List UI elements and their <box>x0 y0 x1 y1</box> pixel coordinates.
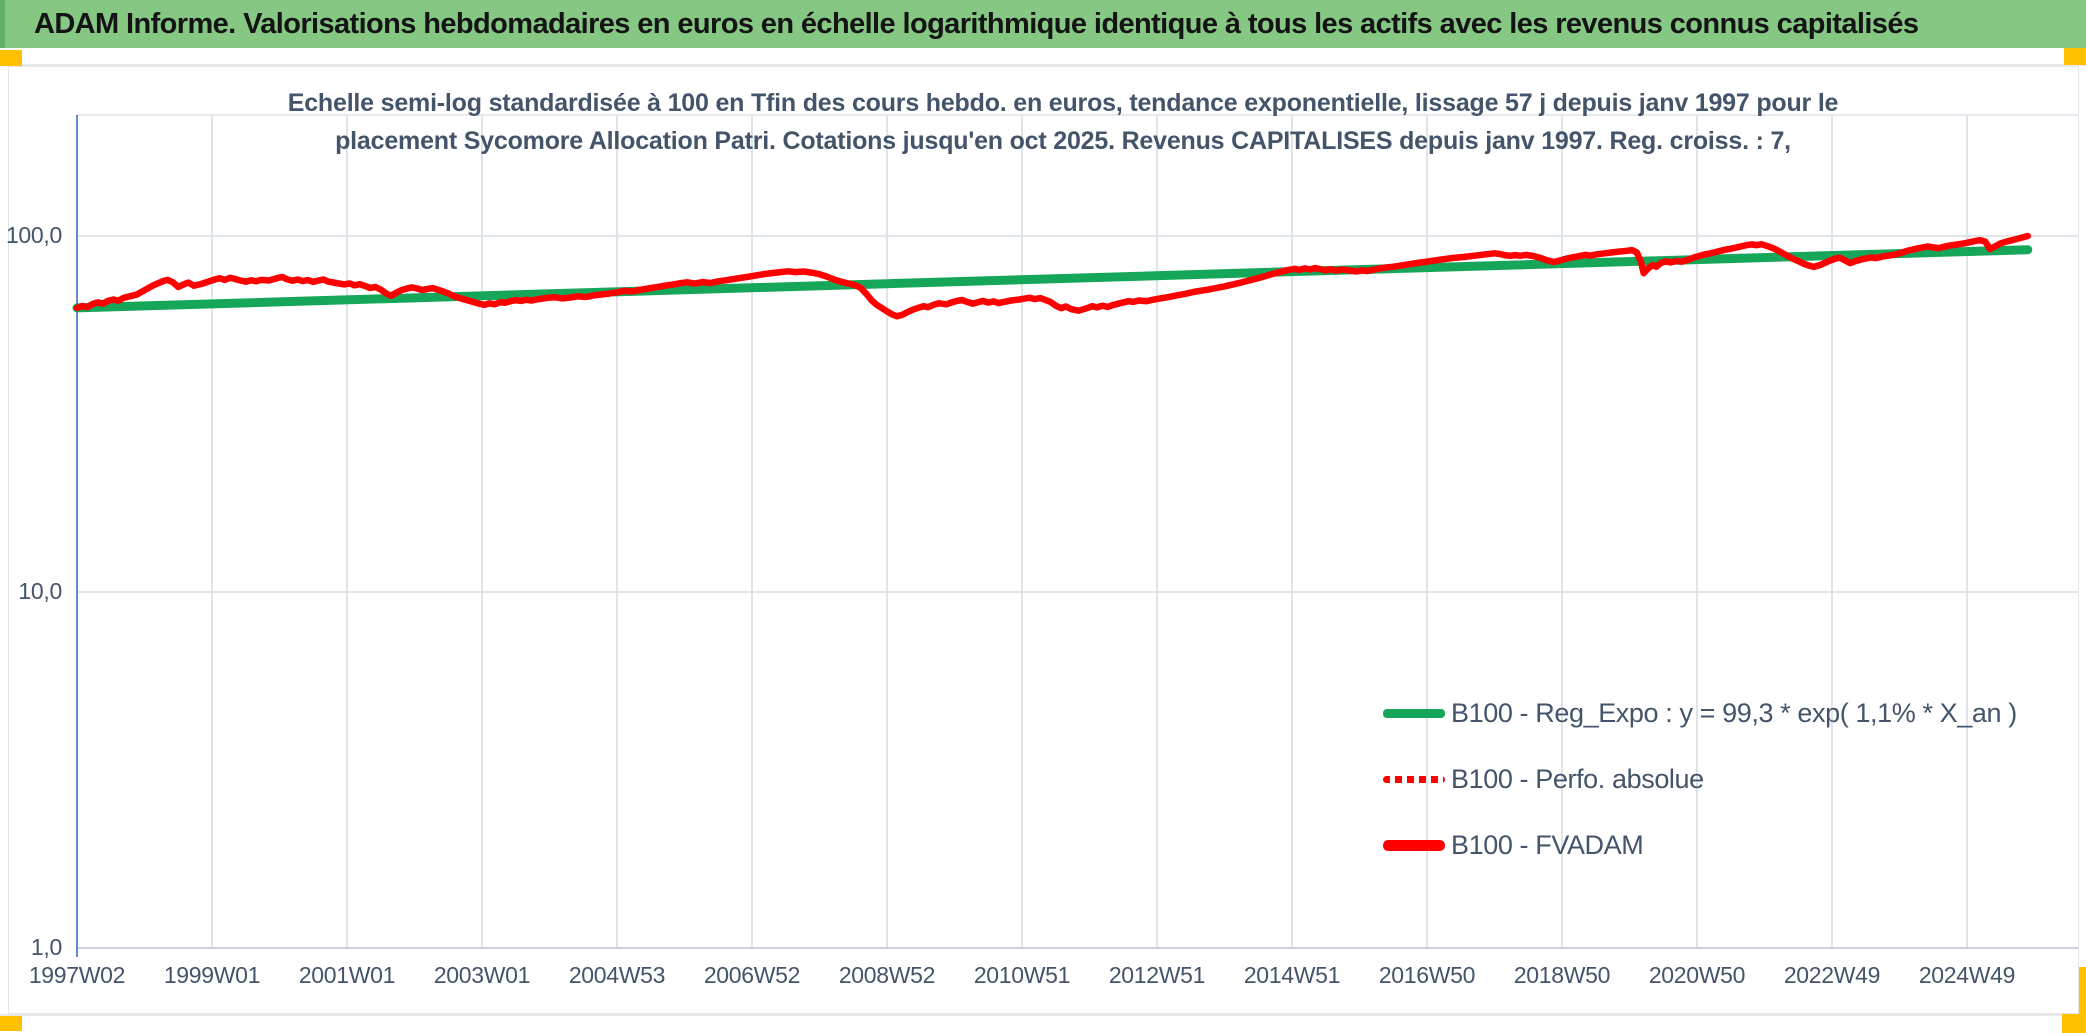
chart-legend[interactable]: B100 - Reg_Expo : y = 99,3 * exp( 1,1% *… <box>1383 694 2017 864</box>
red-line-swatch-icon <box>1383 839 1445 851</box>
chart-title-line1: Echelle semi-log standardisée à 100 en T… <box>287 89 1839 117</box>
header-left-edge <box>0 0 5 48</box>
accent-cell-top-right <box>2064 48 2086 65</box>
series-line-reg-expo-y-99-3-exp-1-1-x-an <box>72 245 2033 313</box>
x-tick-label: 2003W01 <box>433 962 531 988</box>
page-title: ADAM Informe. Valorisations hebdomadaire… <box>34 7 1919 40</box>
x-tick-label: 2018W50 <box>1513 962 1611 988</box>
x-tick-label: 1999W01 <box>163 962 261 988</box>
legend-item-perfo-absolue: B100 - Perfo. absolue <box>1383 760 2017 798</box>
accent-cell-top-left <box>0 50 22 66</box>
accent-bar-right-edge <box>2077 967 2086 1033</box>
x-tick-label: 2008W52 <box>838 962 936 988</box>
legend-item-reg-expo: B100 - Reg_Expo : y = 99,3 * exp( 1,1% *… <box>1383 694 2017 732</box>
x-tick-label: 2001W01 <box>298 962 396 988</box>
x-tick-label: 2004W53 <box>568 962 666 988</box>
red-dotted-line-swatch-icon <box>1383 775 1445 783</box>
accent-cell-bottom-right <box>2062 1013 2086 1033</box>
x-tick-label: 2006W52 <box>703 962 801 988</box>
series-line-fvadam <box>73 232 2032 320</box>
accent-cell-bottom-left <box>0 1016 22 1031</box>
chart-title-line2: placement Sycomore Allocation Patri. Cot… <box>335 127 1791 155</box>
x-tick-label: 2020W50 <box>1648 962 1746 988</box>
y-tick-label: 1,0 <box>30 934 62 960</box>
chart-canvas[interactable] <box>8 66 2079 1014</box>
x-tick-label: 1997W02 <box>28 962 126 988</box>
legend-label: B100 - Reg_Expo : y = 99,3 * exp( 1,1% *… <box>1451 697 2017 728</box>
legend-item-fvadam: B100 - FVADAM <box>1383 826 2017 864</box>
green-line-swatch-icon <box>1383 708 1445 718</box>
x-tick-label: 2022W49 <box>1783 962 1881 988</box>
chart-title: Echelle semi-log standardisée à 100 en T… <box>243 84 1883 160</box>
y-tick-label: 100,0 <box>5 222 62 248</box>
y-tick-label: 10,0 <box>18 578 62 604</box>
legend-label: B100 - Perfo. absolue <box>1451 763 1704 794</box>
x-tick-label: 2012W51 <box>1108 962 1206 988</box>
header-bar: ADAM Informe. Valorisations hebdomadaire… <box>0 0 2086 48</box>
row-divider-bottom <box>0 1014 2086 1016</box>
x-tick-label: 2010W51 <box>973 962 1071 988</box>
x-tick-label: 2024W49 <box>1918 962 2016 988</box>
legend-label: B100 - FVADAM <box>1451 829 1644 860</box>
x-tick-label: 2016W50 <box>1378 962 1476 988</box>
x-tick-label: 2014W51 <box>1243 962 1341 988</box>
row-divider-top <box>0 64 2086 66</box>
